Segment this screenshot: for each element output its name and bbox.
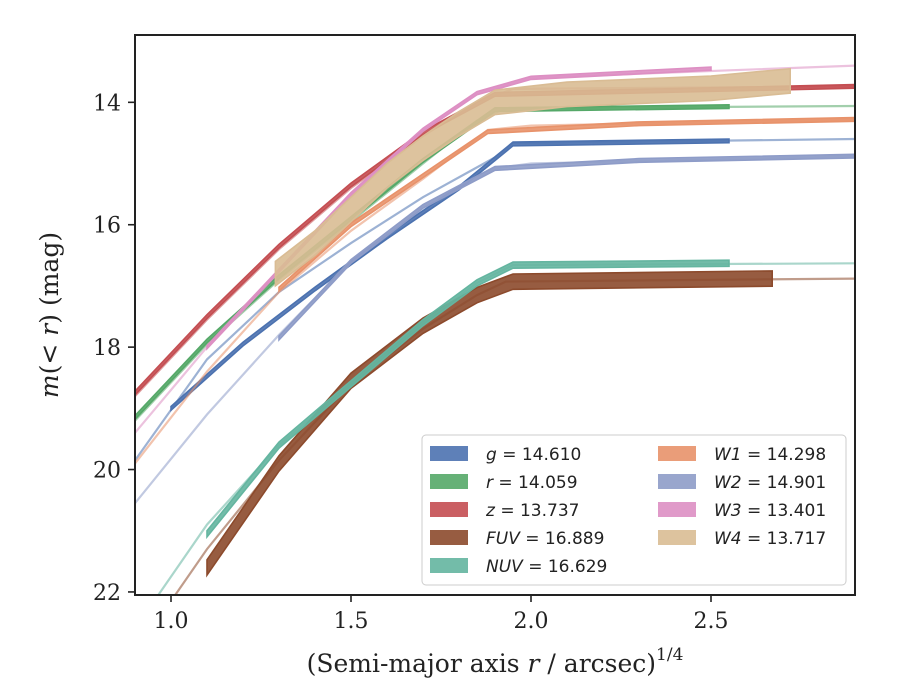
ticks-layer: 1.0 1.5 2.0 2.5 14 16 18 20 22 — [93, 91, 729, 634]
y-tick-label: 18 — [93, 336, 121, 361]
x-tick-label: 2.0 — [514, 609, 549, 634]
x-tick-label: 2.5 — [694, 609, 729, 634]
legend-swatch-w2 — [658, 474, 696, 489]
legend-label-z: z = 13.737 — [485, 501, 579, 521]
axes-frame — [134, 34, 856, 596]
legend-box — [421, 434, 847, 586]
y-tick-label: 22 — [93, 581, 121, 606]
series-fit-g — [135, 137, 855, 462]
series-band-w4 — [274, 67, 791, 288]
legend-label-w3: W3 = 13.401 — [714, 501, 826, 521]
legend-swatch-w4 — [658, 530, 696, 545]
y-tick-label: 16 — [93, 214, 121, 239]
series-band-w1 — [278, 116, 855, 293]
x-tick-label: 1.5 — [334, 609, 369, 634]
series-band-fuv — [206, 270, 773, 578]
series-layer — [135, 64, 855, 595]
legend-label-fuv: FUV = 16.889 — [486, 529, 604, 549]
y-tick-label: 20 — [93, 459, 121, 484]
x-tick-label: 1.0 — [154, 609, 189, 634]
legend-swatch-w1 — [658, 446, 696, 461]
legend-swatch-nuv — [430, 558, 468, 573]
series-band-w2 — [278, 153, 855, 342]
legend-label-w2: W2 = 14.901 — [714, 473, 826, 493]
series-band-z — [135, 83, 855, 397]
legend-swatch-r — [430, 474, 468, 489]
y-axis-label: m(< r) (mag) — [35, 232, 64, 398]
legend-label-w1: W1 = 14.298 — [714, 445, 826, 465]
series-band-nuv — [206, 259, 730, 540]
legend-label-nuv: NUV = 16.629 — [486, 557, 607, 577]
x-axis-label: (Semi-major axis r / arcsec)1/4 — [307, 645, 684, 678]
legend-swatch-z — [430, 502, 468, 517]
legend-swatch-fuv — [430, 530, 468, 545]
legend-swatch-g — [430, 446, 468, 461]
legend-label-r: r = 14.059 — [486, 473, 578, 493]
legend-label-g: g = 14.610 — [486, 445, 581, 465]
legend: g = 14.610 r = 14.059 z = 13.737 FUV = 16.8… — [421, 434, 847, 586]
legend-swatch-w3 — [658, 502, 696, 517]
y-tick-label: 14 — [93, 91, 121, 116]
series-fit-w1 — [135, 118, 855, 465]
legend-label-w4: W4 = 13.717 — [714, 529, 826, 549]
